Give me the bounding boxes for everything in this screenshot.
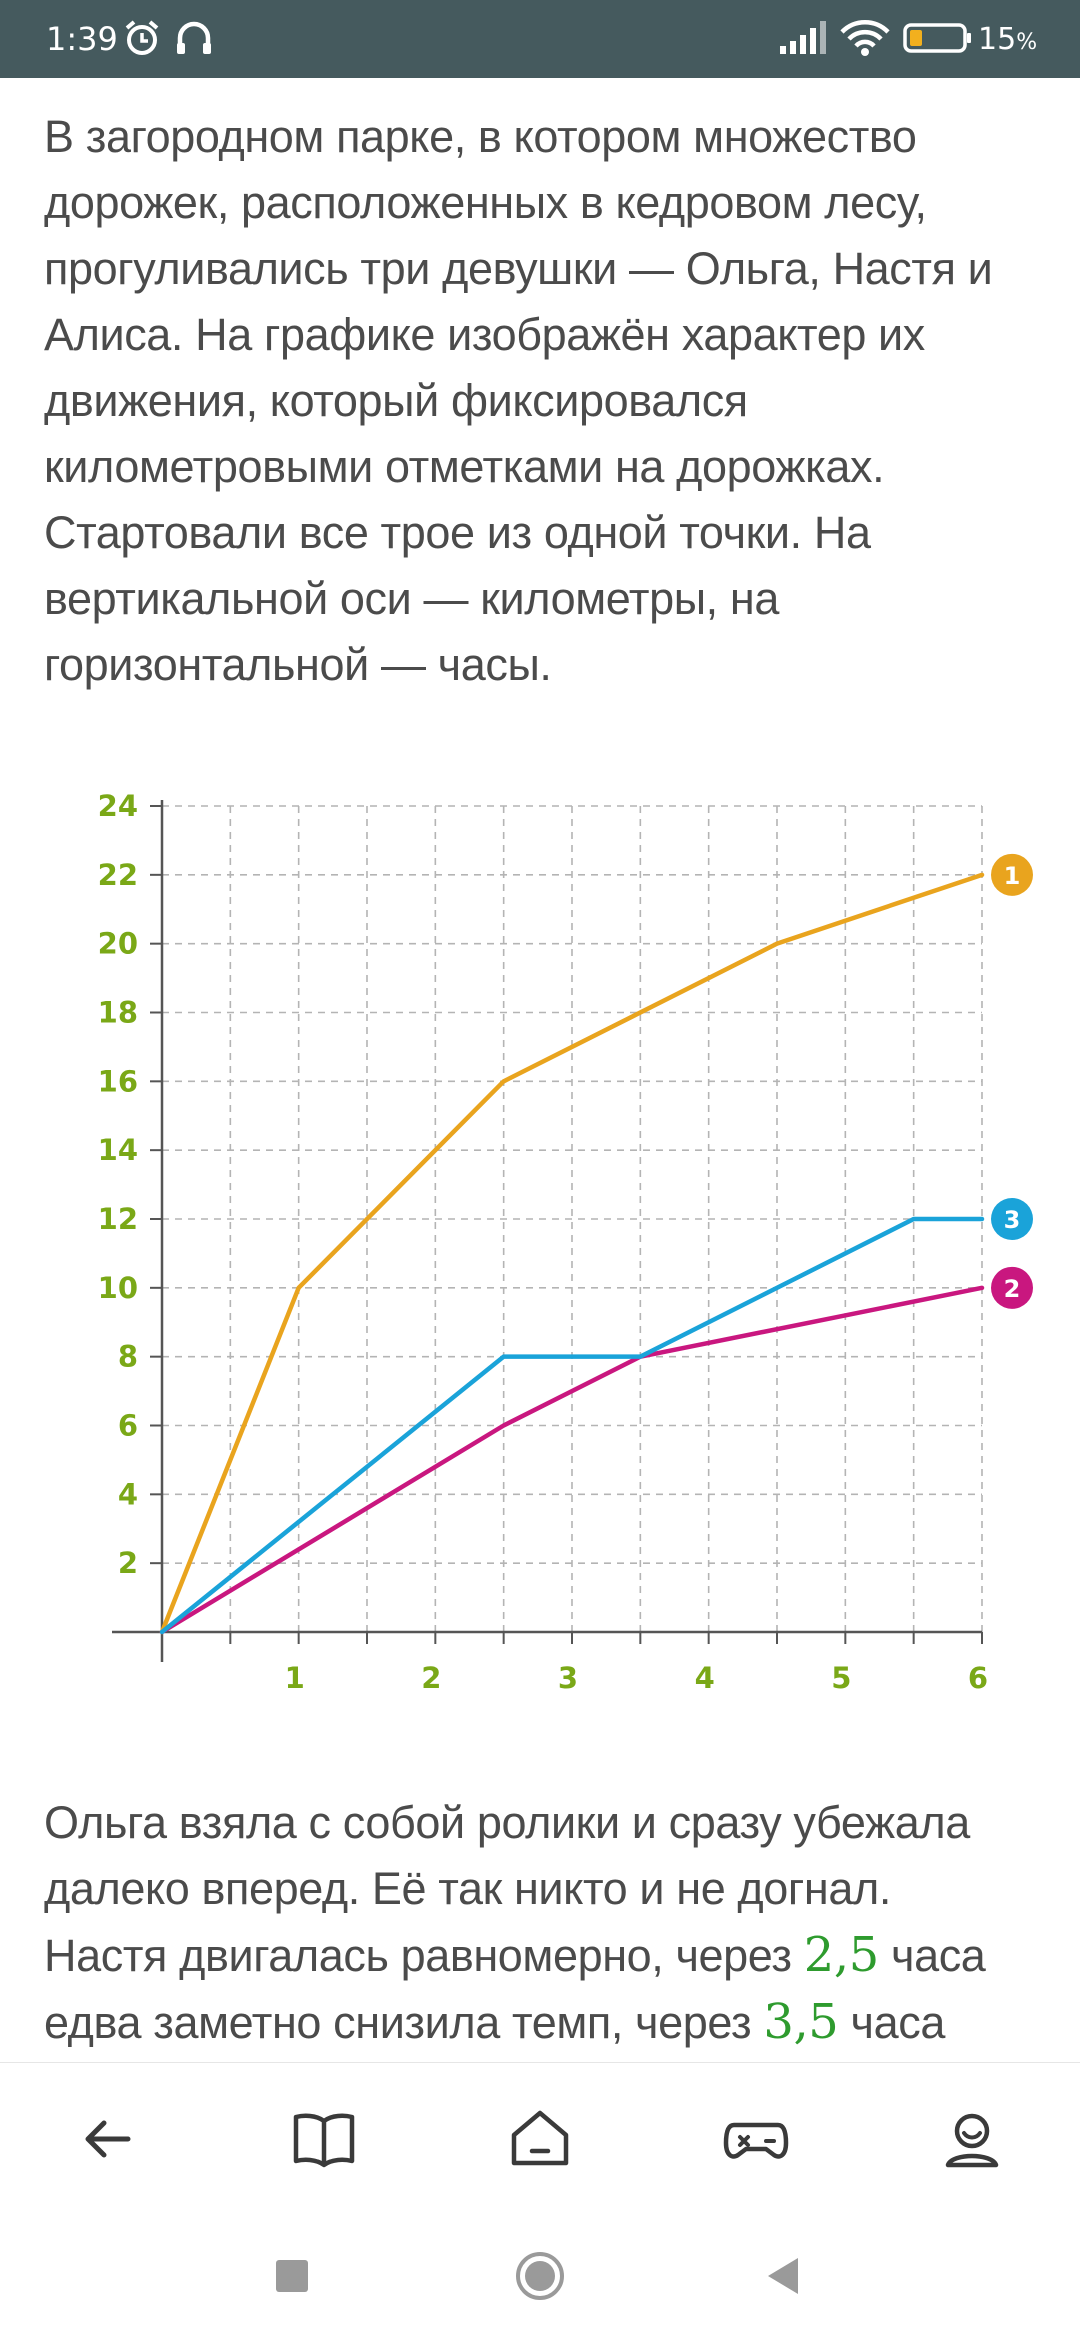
bottom-navigation <box>0 2062 1080 2211</box>
series-badge-2 <box>991 1266 1033 1309</box>
intro-paragraph: В загородном парке, в котором множество … <box>44 104 1044 698</box>
headphones-icon <box>177 21 211 54</box>
x-tick-label: 2 <box>421 1661 441 1695</box>
intro-line: километровыми отметками на дорожках. <box>44 441 885 492</box>
y-tick-label: 14 <box>98 1133 138 1167</box>
y-tick-label: 20 <box>98 927 138 961</box>
book-icon[interactable] <box>288 2103 360 2175</box>
wifi-icon <box>840 20 890 56</box>
outro-line: едва заметно снизила темп, через 3,5 час… <box>44 1994 945 2050</box>
y-tick-label: 6 <box>118 1409 138 1443</box>
y-tick-label: 4 <box>118 1477 138 1511</box>
profile-icon[interactable] <box>936 2103 1008 2175</box>
y-tick-label: 8 <box>118 1340 138 1374</box>
intro-line: дорожек, расположенных в кедровом лесу, <box>44 177 927 228</box>
y-tick-label: 18 <box>98 996 138 1030</box>
y-tick-label: 10 <box>98 1271 138 1305</box>
back-triangle-icon[interactable] <box>756 2248 812 2304</box>
x-tick-label: 6 <box>968 1661 988 1695</box>
battery-percent: 15% <box>978 22 1038 57</box>
status-time: 1:39 <box>46 20 118 58</box>
intro-line: движения, который фиксировался <box>44 375 748 426</box>
y-tick-label: 16 <box>98 1064 138 1098</box>
recents-square-icon[interactable] <box>264 2248 320 2304</box>
status-bar: 1:39 15% <box>0 0 1080 78</box>
series-line-3 <box>159 1216 985 1635</box>
series-line-1 <box>159 872 985 1635</box>
math-number: 2,5 <box>803 1927 880 1983</box>
intro-line: вертикальной оси — километры, на <box>44 573 779 624</box>
intro-line: В загородном парке, в котором множество <box>44 111 917 162</box>
y-tick-label: 12 <box>98 1202 138 1236</box>
x-tick-label: 5 <box>831 1661 851 1695</box>
outro-line: Настя двигалась равномерно, через 2,5 ча… <box>44 1927 986 1983</box>
y-tick-label: 24 <box>98 789 138 823</box>
signal-icon <box>780 21 826 54</box>
intro-line: Алиса. На графике изображён характер их <box>44 309 925 360</box>
system-navigation-bar <box>0 2210 1080 2340</box>
intro-line: прогуливались три девушки — Ольга, Настя… <box>44 243 993 294</box>
intro-line: горизонтальной — часы. <box>44 639 552 690</box>
series-badge-label: 2 <box>1004 1275 1021 1303</box>
alarm-icon <box>125 20 159 55</box>
series-badge-label: 1 <box>1004 862 1021 890</box>
y-tick-label: 22 <box>98 858 138 892</box>
outro-line: Ольга взяла с собой ролики и сразу убежа… <box>44 1797 970 1848</box>
battery-icon <box>903 23 971 53</box>
home-icon[interactable] <box>504 2103 576 2175</box>
home-circle-icon[interactable] <box>512 2248 568 2304</box>
series-line-2 <box>159 1285 985 1635</box>
gamepad-icon[interactable] <box>720 2103 792 2175</box>
outro-line: далеко вперед. Её так никто и не догнал. <box>44 1863 891 1914</box>
back-arrow-icon[interactable] <box>72 2103 144 2175</box>
math-number: 3,5 <box>763 1994 839 2050</box>
x-tick-label: 1 <box>285 1661 305 1695</box>
y-tick-label: 2 <box>118 1546 138 1580</box>
outro-paragraph: Ольга взяла с собой ролики и сразу убежа… <box>44 1790 1044 2056</box>
x-tick-label: 4 <box>695 1661 715 1695</box>
x-tick-label: 3 <box>558 1661 578 1695</box>
series-badge-1 <box>991 853 1033 896</box>
series-badge-3 <box>991 1198 1033 1240</box>
intro-line: Стартовали все трое из одной точки. На <box>44 507 871 558</box>
series-badge-label: 3 <box>1004 1206 1021 1234</box>
